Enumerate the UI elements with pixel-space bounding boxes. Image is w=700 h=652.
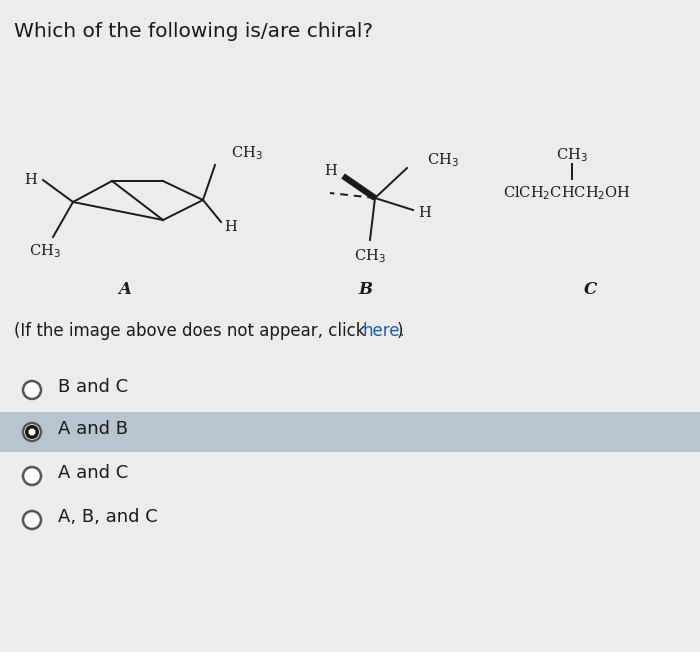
Circle shape	[23, 511, 41, 529]
Text: C: C	[583, 282, 596, 299]
Text: B: B	[358, 282, 372, 299]
Text: CH$_3$: CH$_3$	[231, 144, 262, 162]
Circle shape	[25, 425, 39, 439]
Text: H: H	[225, 220, 237, 234]
Text: CH$_3$: CH$_3$	[427, 151, 458, 169]
Circle shape	[23, 423, 41, 441]
Text: A: A	[118, 282, 132, 299]
Text: ClCH$_2$CHCH$_2$OH: ClCH$_2$CHCH$_2$OH	[503, 184, 631, 202]
Text: CH$_3$: CH$_3$	[29, 242, 61, 260]
Text: Which of the following is/are chiral?: Which of the following is/are chiral?	[14, 22, 373, 41]
Text: A, B, and C: A, B, and C	[58, 508, 158, 526]
Text: A and B: A and B	[58, 420, 128, 438]
Text: A and C: A and C	[58, 464, 128, 482]
Circle shape	[29, 428, 36, 436]
Text: B and C: B and C	[58, 378, 128, 396]
FancyBboxPatch shape	[0, 412, 700, 452]
Text: H: H	[325, 164, 337, 178]
Text: CH$_3$: CH$_3$	[556, 146, 588, 164]
Text: (If the image above does not appear, click: (If the image above does not appear, cli…	[14, 322, 371, 340]
Text: here.: here.	[363, 322, 406, 340]
Text: H: H	[419, 206, 431, 220]
Text: CH$_3$: CH$_3$	[354, 247, 386, 265]
Text: ): )	[397, 322, 403, 340]
Circle shape	[23, 467, 41, 485]
Circle shape	[23, 381, 41, 399]
Text: H: H	[25, 173, 37, 187]
